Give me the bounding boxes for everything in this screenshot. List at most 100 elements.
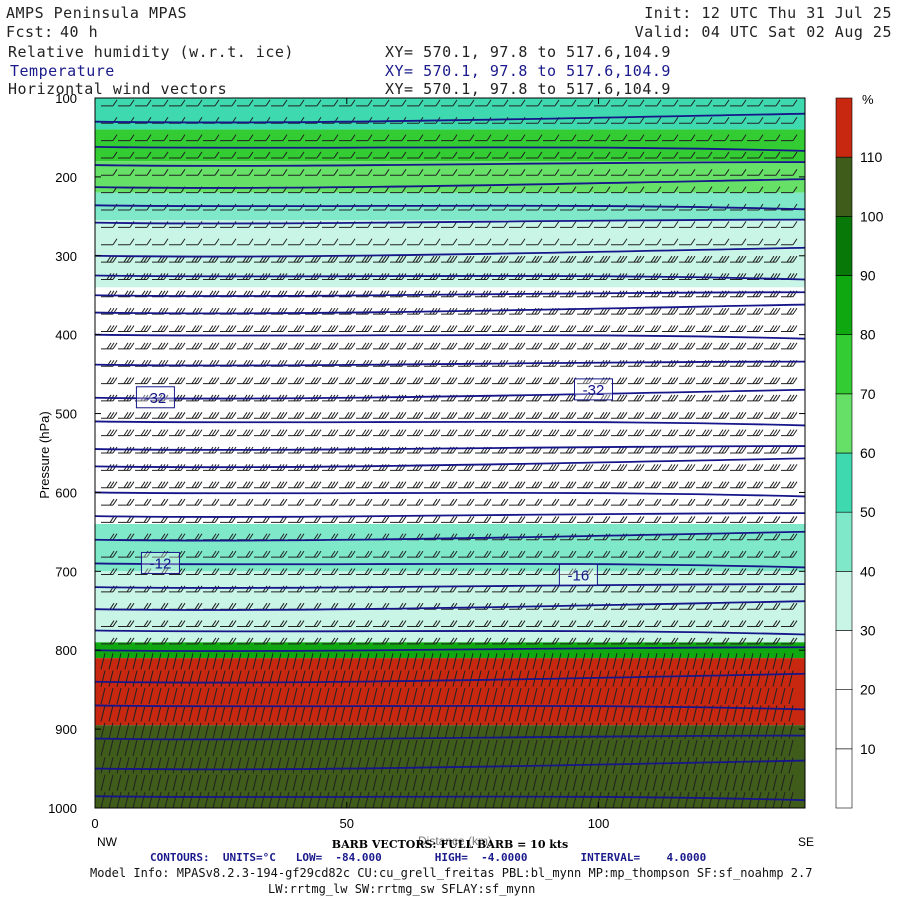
contour-label-box xyxy=(574,378,614,401)
wind-barb xyxy=(526,550,543,558)
wind-barb xyxy=(156,653,162,670)
wind-barb xyxy=(180,670,186,687)
wind-barb xyxy=(204,774,210,791)
wind-barb xyxy=(356,481,373,489)
wind-barb xyxy=(628,705,634,722)
wind-barb xyxy=(543,637,560,645)
wind-barb xyxy=(781,116,798,124)
wind-barb xyxy=(340,653,346,670)
wind-barb xyxy=(713,307,730,315)
wind-barb xyxy=(276,757,282,774)
wind-barb xyxy=(132,739,138,757)
isotherm-line xyxy=(95,333,805,340)
wind-barb xyxy=(548,722,554,739)
wind-barb xyxy=(543,481,560,489)
wind-barb xyxy=(684,653,690,670)
wind-barb xyxy=(169,325,186,333)
wind-barb xyxy=(292,739,298,757)
wind-barb xyxy=(424,377,441,385)
wind-barb xyxy=(254,325,271,333)
wind-barb xyxy=(628,342,645,350)
wind-barb xyxy=(236,757,242,774)
wind-barb xyxy=(203,99,220,107)
wind-barb xyxy=(747,550,764,558)
wind-barb xyxy=(747,151,764,159)
wind-barb xyxy=(475,516,492,523)
wind-barb xyxy=(428,687,434,705)
contour-label: -32 xyxy=(583,382,605,399)
wind-barb xyxy=(475,620,492,628)
wind-barb xyxy=(124,739,130,757)
wind-barb xyxy=(407,151,424,159)
wind-barb xyxy=(339,377,356,385)
wind-barb xyxy=(412,791,418,808)
wind-barb xyxy=(220,134,237,142)
wind-barb xyxy=(700,739,706,757)
wind-barb xyxy=(292,653,298,670)
wind-barb xyxy=(526,568,543,575)
wind-barb xyxy=(348,757,354,774)
wind-barb xyxy=(101,498,118,506)
colorbar-label: 30 xyxy=(860,623,876,639)
wind-barb xyxy=(716,687,722,705)
barb-legend: BARB VECTORS: FULL BARB = 10 kts xyxy=(332,838,568,851)
wind-barb xyxy=(662,186,679,194)
wind-barb xyxy=(475,169,492,176)
wind-barb xyxy=(204,739,210,757)
wind-barb xyxy=(373,429,390,437)
wind-barb xyxy=(696,429,713,437)
wind-barb xyxy=(300,757,306,774)
wind-barb xyxy=(436,739,442,757)
wind-barb xyxy=(220,377,237,385)
wind-barb xyxy=(509,568,526,575)
wind-barb xyxy=(132,653,138,670)
wind-barb xyxy=(636,739,642,757)
wind-barb xyxy=(308,687,314,705)
wind-barb xyxy=(244,791,250,808)
wind-barb xyxy=(696,412,713,419)
wind-barb xyxy=(339,359,356,367)
wind-barb xyxy=(611,568,628,575)
wind-barb xyxy=(772,687,778,705)
wind-barb xyxy=(747,568,764,575)
wind-barb xyxy=(148,722,154,739)
wind-barb xyxy=(628,516,645,523)
wind-barb xyxy=(254,99,271,107)
wind-barb xyxy=(260,653,266,670)
wind-barb xyxy=(186,377,203,385)
wind-barb xyxy=(348,670,354,687)
wind-barb xyxy=(356,568,373,575)
wind-barb xyxy=(509,255,526,263)
wind-barb xyxy=(588,739,594,757)
wind-barb xyxy=(254,169,271,176)
wind-barb xyxy=(756,670,762,687)
wind-barb xyxy=(700,757,706,774)
wind-barb xyxy=(747,585,764,593)
wind-barb xyxy=(713,620,730,628)
wind-barb xyxy=(662,359,679,367)
wind-barb xyxy=(284,757,290,774)
wind-barb xyxy=(404,722,410,739)
wind-barb xyxy=(526,255,543,263)
colorbar-label: 20 xyxy=(860,682,876,698)
wind-barb xyxy=(305,377,322,385)
wind-barb xyxy=(390,429,407,437)
wind-barb xyxy=(322,238,339,246)
wind-barb xyxy=(500,757,506,774)
wind-barb xyxy=(237,290,254,298)
wind-barb xyxy=(390,325,407,333)
wind-barb xyxy=(560,412,577,419)
wind-barb xyxy=(509,342,526,350)
wind-barb xyxy=(101,325,118,333)
wind-barb xyxy=(730,637,747,645)
wind-barb xyxy=(339,516,356,523)
wind-barb xyxy=(516,739,522,757)
wind-barb xyxy=(188,687,194,705)
wind-barb xyxy=(652,757,658,774)
wind-barb xyxy=(596,687,602,705)
wind-barb xyxy=(390,568,407,575)
wind-barb xyxy=(316,739,322,757)
wind-barb xyxy=(764,774,770,791)
wind-barb xyxy=(484,739,490,757)
wind-barb xyxy=(508,722,514,739)
